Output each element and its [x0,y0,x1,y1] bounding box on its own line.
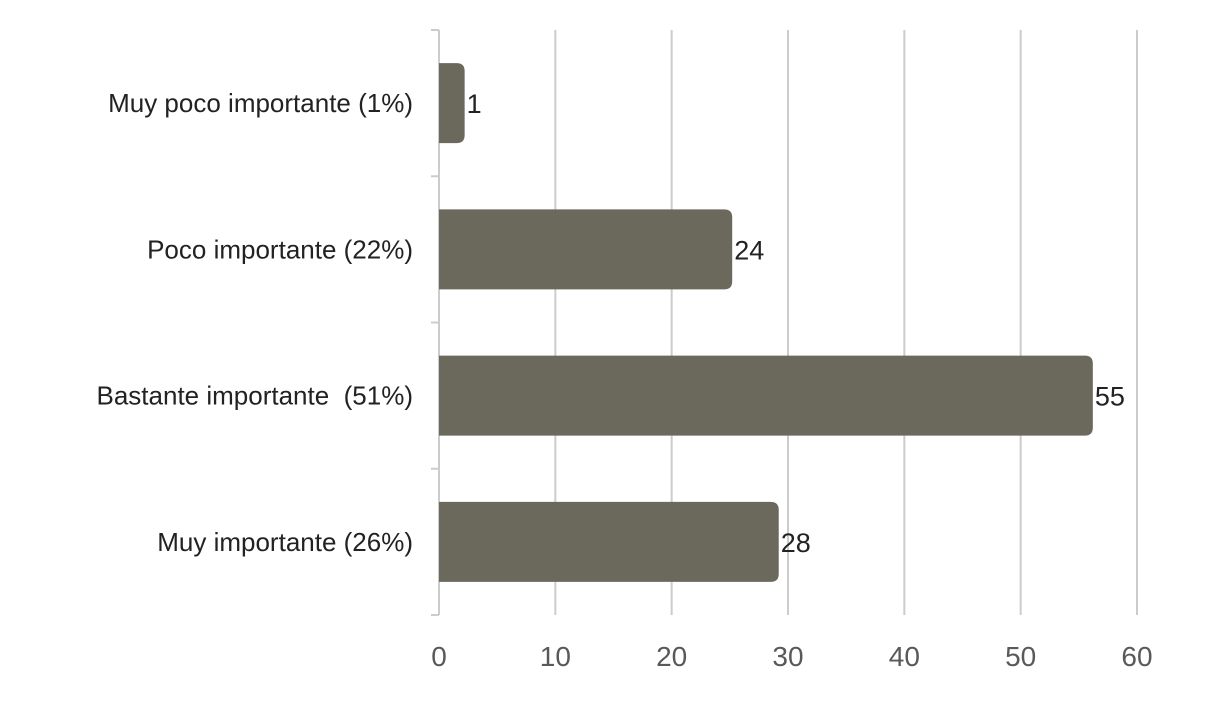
x-tick-label: 0 [431,641,447,672]
x-tick-label: 10 [540,641,571,672]
data-label: 28 [781,528,811,558]
category-label: Poco importante (22%) [147,234,413,264]
category-label: Muy importante (26%) [157,527,413,557]
bar [439,501,779,582]
category-label: Bastante importante (51%) [97,381,414,411]
x-tick-label: 40 [889,641,920,672]
x-tick-label: 20 [656,641,687,672]
category-label: Muy poco importante (1%) [108,88,413,118]
bar [439,63,465,144]
bar [439,355,1093,436]
data-label: 24 [734,235,764,265]
x-tick-label: 50 [1005,641,1036,672]
x-tick-label: 60 [1121,641,1152,672]
x-tick-label: 30 [772,641,803,672]
bar [439,209,733,290]
data-label: 1 [467,89,482,119]
data-label: 55 [1095,382,1125,412]
